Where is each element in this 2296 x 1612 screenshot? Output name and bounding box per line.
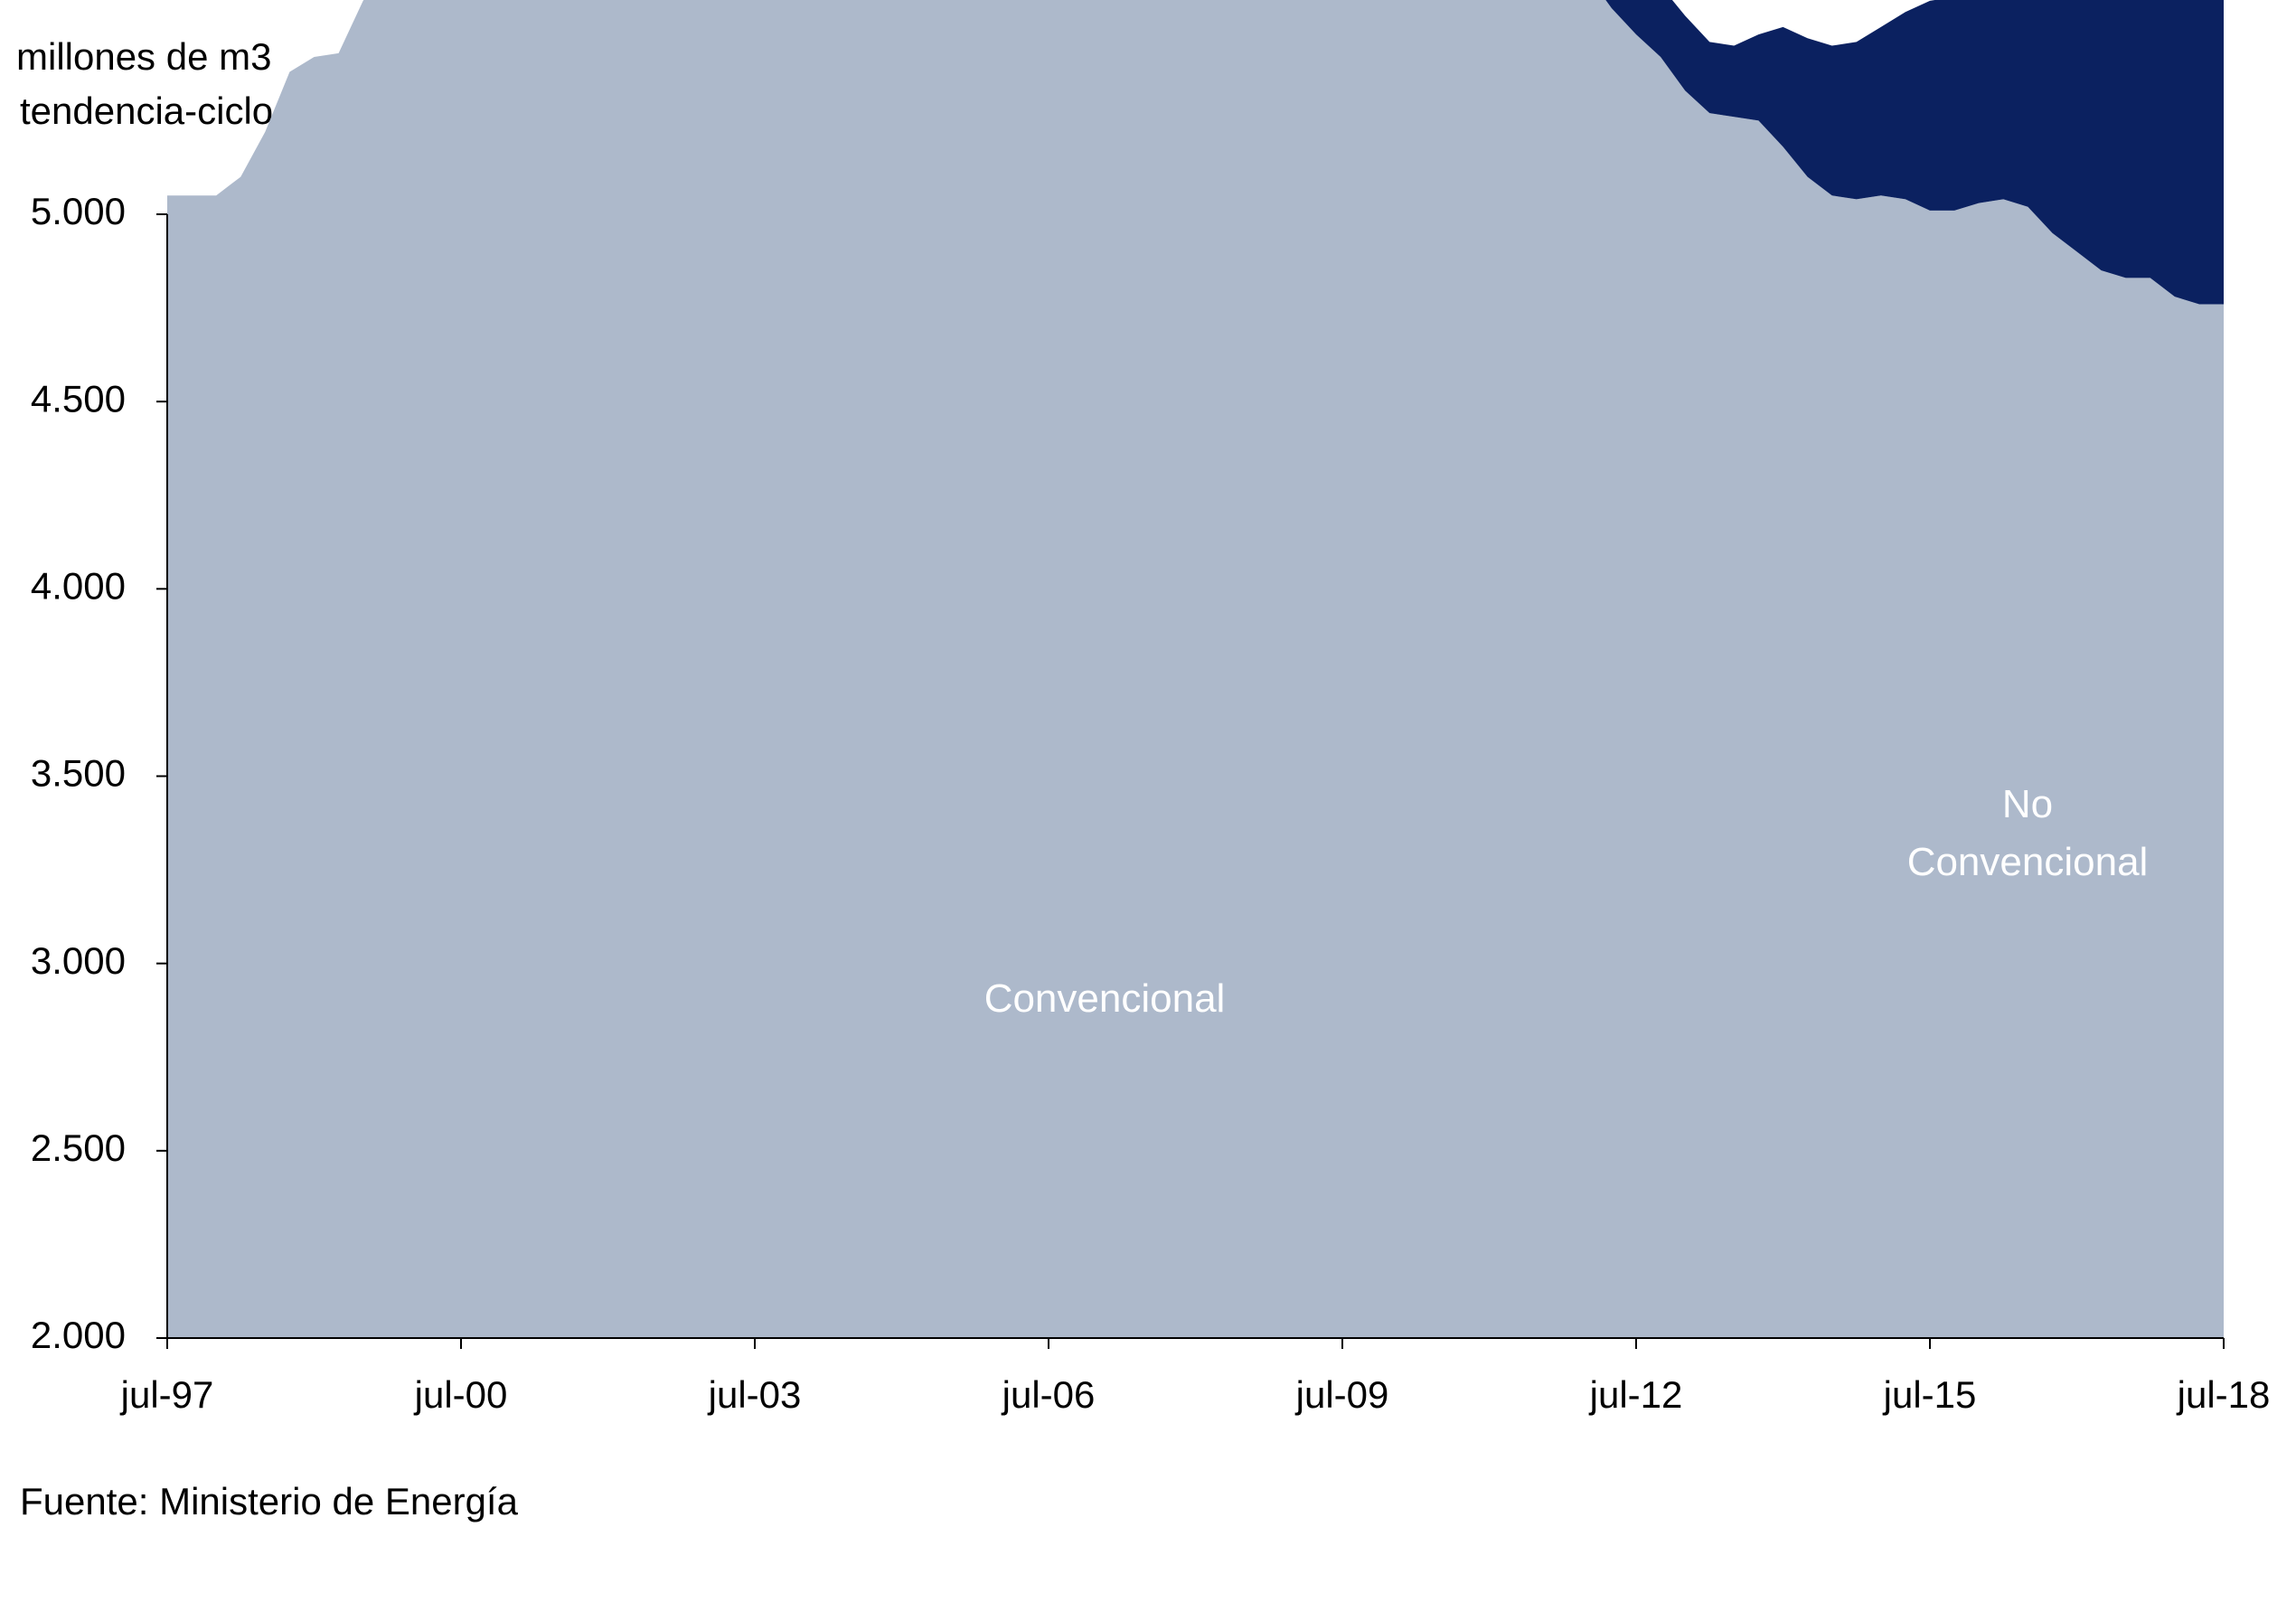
area: [167, 0, 2224, 1338]
unit-label: millones de m3: [16, 35, 271, 78]
y-tick-label: 4.000: [31, 564, 126, 607]
y-tick-label: 3.000: [31, 939, 126, 982]
series-label: Convencional: [983, 976, 1226, 1021]
x-tick-label: jul-00: [413, 1373, 508, 1416]
y-tick-label: 3.500: [31, 752, 126, 795]
x-tick-label: jul-18: [2176, 1373, 2271, 1416]
x-tick-label: jul-12: [1588, 1373, 1683, 1416]
x-tick-label: jul-09: [1294, 1373, 1389, 1416]
x-tick-label: jul-97: [119, 1373, 214, 1416]
y-tick-label: 5.000: [31, 190, 126, 232]
y-tick-label: 2.000: [31, 1314, 126, 1356]
source: Fuente: Ministerio de Energía: [20, 1480, 519, 1522]
area: [1605, 0, 2224, 305]
series-label: No Convencional: [1906, 782, 2149, 884]
y-tick-label: 4.500: [31, 377, 126, 419]
unit-label: tendencia-ciclo: [20, 90, 273, 132]
x-tick-label: jul-15: [1882, 1373, 1977, 1416]
plot-area: [167, 0, 2224, 1338]
x-tick-label: jul-06: [1001, 1373, 1096, 1416]
x-tick-label: jul-03: [707, 1373, 802, 1416]
y-tick-label: 2.500: [31, 1127, 126, 1169]
